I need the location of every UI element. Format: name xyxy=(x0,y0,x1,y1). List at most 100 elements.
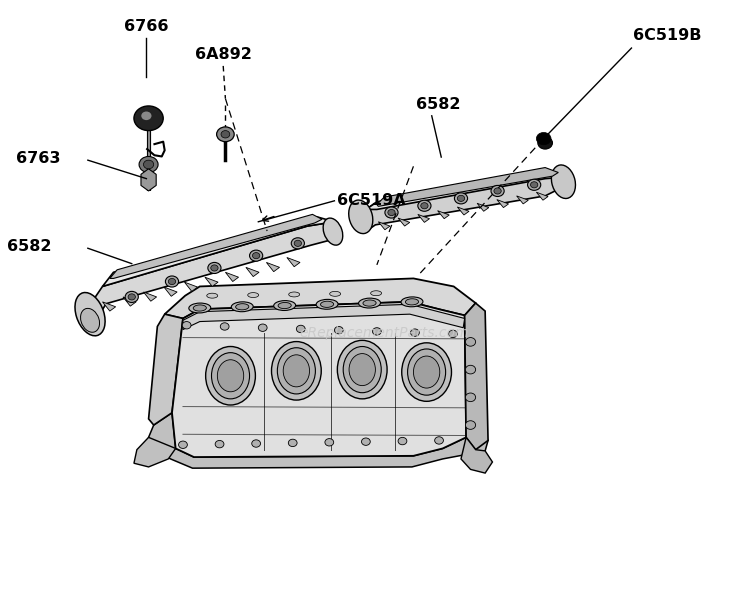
Polygon shape xyxy=(398,218,410,226)
Polygon shape xyxy=(148,413,488,468)
Circle shape xyxy=(494,188,501,194)
Ellipse shape xyxy=(194,305,206,311)
Ellipse shape xyxy=(349,354,376,386)
Circle shape xyxy=(325,439,334,446)
Polygon shape xyxy=(148,314,183,425)
Ellipse shape xyxy=(248,293,259,298)
Circle shape xyxy=(221,131,230,138)
Polygon shape xyxy=(517,196,528,204)
Circle shape xyxy=(258,324,267,331)
Text: 6C519B: 6C519B xyxy=(633,28,701,43)
Polygon shape xyxy=(461,437,493,473)
Text: 6C519A: 6C519A xyxy=(337,193,405,208)
Polygon shape xyxy=(143,292,157,301)
Polygon shape xyxy=(458,207,469,215)
Circle shape xyxy=(166,276,178,287)
Polygon shape xyxy=(134,437,176,467)
Circle shape xyxy=(253,253,260,259)
Text: 6766: 6766 xyxy=(124,19,169,34)
Circle shape xyxy=(421,203,428,209)
Polygon shape xyxy=(110,214,322,278)
Polygon shape xyxy=(266,262,280,272)
Ellipse shape xyxy=(217,360,244,392)
Polygon shape xyxy=(366,171,561,209)
Ellipse shape xyxy=(363,300,376,306)
Circle shape xyxy=(143,160,154,169)
Circle shape xyxy=(288,439,297,447)
Polygon shape xyxy=(496,200,508,208)
Ellipse shape xyxy=(284,355,310,387)
Circle shape xyxy=(373,328,381,335)
Circle shape xyxy=(250,250,262,261)
Circle shape xyxy=(458,195,465,201)
Circle shape xyxy=(536,132,551,145)
Circle shape xyxy=(139,156,158,172)
Polygon shape xyxy=(184,282,197,291)
Circle shape xyxy=(220,323,229,330)
Ellipse shape xyxy=(402,342,451,402)
Circle shape xyxy=(435,437,443,444)
Ellipse shape xyxy=(370,291,382,296)
Circle shape xyxy=(362,438,370,445)
Ellipse shape xyxy=(338,340,387,399)
Circle shape xyxy=(454,193,467,204)
Circle shape xyxy=(134,106,164,131)
Circle shape xyxy=(527,179,541,190)
Polygon shape xyxy=(103,217,334,286)
Ellipse shape xyxy=(80,309,100,332)
Text: 6A892: 6A892 xyxy=(195,47,252,62)
Text: 6582: 6582 xyxy=(7,239,51,254)
Polygon shape xyxy=(355,171,561,233)
Ellipse shape xyxy=(206,346,256,405)
Circle shape xyxy=(182,322,191,329)
Ellipse shape xyxy=(231,302,254,312)
Ellipse shape xyxy=(236,304,249,310)
Polygon shape xyxy=(164,287,177,296)
Polygon shape xyxy=(418,214,430,222)
Circle shape xyxy=(217,127,234,142)
Ellipse shape xyxy=(406,299,418,305)
Circle shape xyxy=(466,393,476,402)
Circle shape xyxy=(296,325,305,333)
Polygon shape xyxy=(477,203,489,211)
Ellipse shape xyxy=(401,297,423,307)
Circle shape xyxy=(291,238,304,249)
Circle shape xyxy=(466,365,476,374)
Ellipse shape xyxy=(75,293,105,336)
Polygon shape xyxy=(378,222,390,230)
Text: eReplacementParts.com: eReplacementParts.com xyxy=(299,326,469,339)
Ellipse shape xyxy=(349,200,373,233)
Circle shape xyxy=(168,278,176,285)
Polygon shape xyxy=(465,303,488,450)
Circle shape xyxy=(294,240,302,246)
Circle shape xyxy=(466,421,476,429)
Ellipse shape xyxy=(278,347,316,394)
Polygon shape xyxy=(172,302,466,457)
Ellipse shape xyxy=(189,303,211,313)
Polygon shape xyxy=(165,278,476,318)
Circle shape xyxy=(178,441,188,448)
Polygon shape xyxy=(226,272,238,282)
Text: 6582: 6582 xyxy=(416,97,460,112)
Ellipse shape xyxy=(330,291,340,296)
Ellipse shape xyxy=(278,302,291,309)
Circle shape xyxy=(538,137,553,149)
Ellipse shape xyxy=(274,301,296,310)
Polygon shape xyxy=(103,302,116,311)
Circle shape xyxy=(418,200,431,211)
Circle shape xyxy=(466,338,476,346)
Polygon shape xyxy=(84,222,339,331)
Polygon shape xyxy=(536,192,548,200)
Ellipse shape xyxy=(344,346,381,393)
Ellipse shape xyxy=(272,341,321,400)
Circle shape xyxy=(398,437,406,445)
Polygon shape xyxy=(205,277,218,286)
Circle shape xyxy=(385,207,398,218)
Polygon shape xyxy=(246,267,259,277)
Circle shape xyxy=(215,440,224,448)
Polygon shape xyxy=(123,297,136,306)
Ellipse shape xyxy=(320,301,334,307)
Circle shape xyxy=(211,265,218,271)
Ellipse shape xyxy=(551,165,575,198)
Ellipse shape xyxy=(289,292,300,297)
